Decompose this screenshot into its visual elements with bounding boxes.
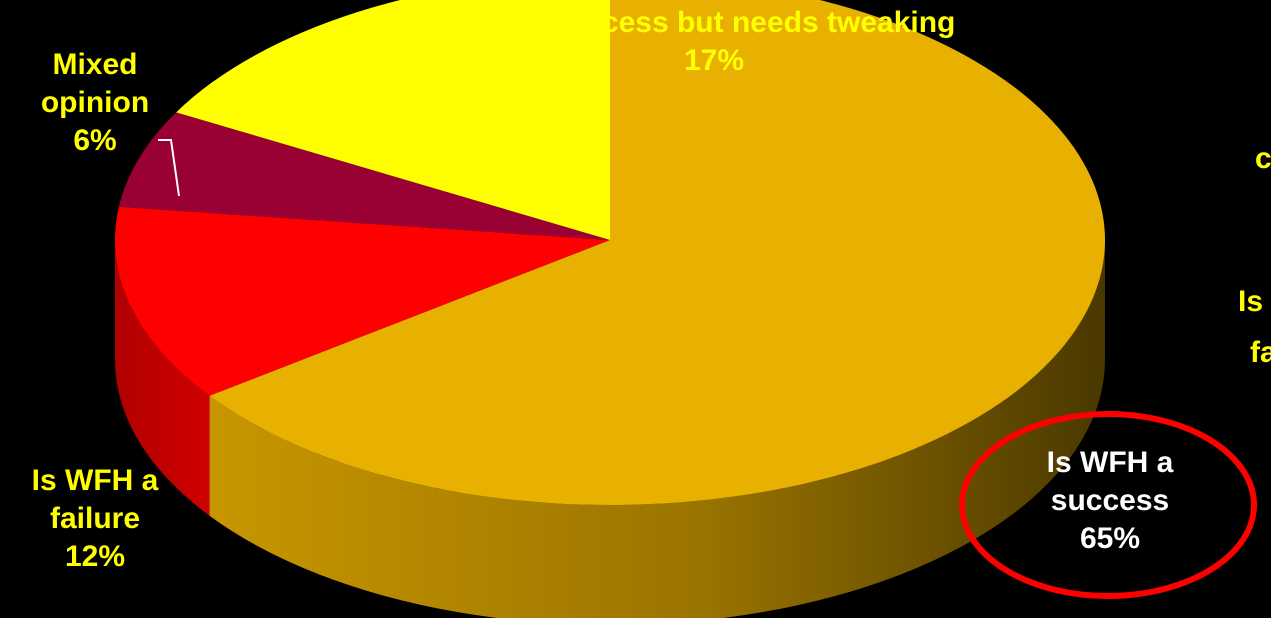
pie-slice-4 (176, 0, 610, 240)
label-failure-line1: Is WFH a (31, 464, 159, 497)
pie-sides (115, 240, 1105, 618)
partial-label-is: Is (1238, 285, 1264, 318)
label-tweaking: It’s a success but needs tweaking 17% (415, 4, 1015, 80)
pie-slice-2 (115, 206, 610, 396)
mixed-opinion-leader-line (158, 139, 180, 197)
partial-label-c: c (1255, 142, 1271, 175)
label-failure: Is WFH a failure 12% (10, 462, 180, 576)
pie-side-2 (115, 240, 210, 516)
label-success-line2: success (1050, 484, 1170, 517)
pie-slice-1 (209, 0, 1105, 505)
label-success-pct: 65% (1079, 522, 1141, 555)
label-success-line1: Is WFH a (1046, 446, 1174, 479)
label-tweaking-pct: 17% (683, 44, 745, 77)
label-mixed-opinion: Mixed opinion 6% (20, 46, 170, 160)
label-failure-pct: 12% (64, 540, 126, 573)
label-mixed-line1: Mixed (52, 48, 138, 81)
label-mixed-line2: opinion (40, 86, 150, 119)
pie-tops (115, 0, 1105, 505)
pie-slice-3 (118, 112, 610, 240)
label-failure-line2: failure (49, 502, 141, 535)
label-tweaking-text: It’s a success but needs tweaking (474, 6, 956, 39)
label-success: Is WFH a success 65% (1030, 444, 1190, 558)
label-mixed-pct: 6% (73, 124, 117, 157)
partial-label-fa: fa (1250, 336, 1271, 369)
highlight-circle (959, 411, 1257, 599)
pie-side-1 (209, 240, 1105, 618)
